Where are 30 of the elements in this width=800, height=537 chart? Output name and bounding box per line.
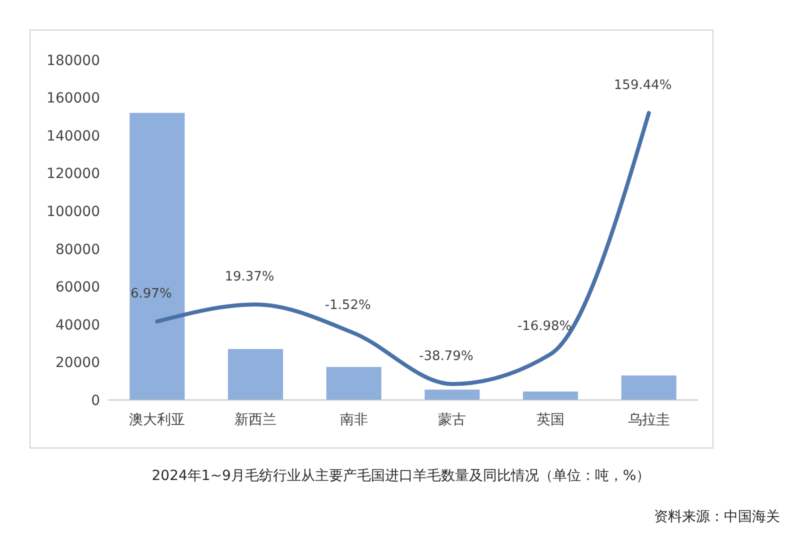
data-label: -38.79% (419, 349, 474, 364)
bar (424, 390, 480, 400)
x-tick-label: 南非 (340, 412, 368, 428)
y-tick-label: 140000 (46, 128, 100, 144)
x-tick-label: 英国 (536, 412, 564, 428)
y-tick-label: 180000 (46, 52, 100, 69)
y-tick-label: 160000 (46, 90, 100, 107)
bar (130, 112, 185, 400)
y-tick-label: 120000 (46, 166, 100, 182)
text: 2024年1~9月毛纺行业从主要产毛国进口羊毛数量及同比情况（单位：吨，%） (152, 468, 650, 484)
y-tick-label: 20000 (55, 355, 100, 372)
data-label: -16.98% (517, 319, 572, 334)
data-label: 19.37% (224, 269, 274, 284)
y-tick-label: 60000 (55, 280, 100, 296)
text: 资料来源：中国海关 (654, 509, 780, 525)
bar (326, 366, 382, 400)
x-tick-label: 乌拉圭 (628, 412, 670, 428)
y-tick-label: 0 (91, 392, 100, 409)
bar (621, 375, 676, 400)
data-label: -1.52% (324, 298, 371, 314)
data-label: 6.97% (130, 286, 172, 302)
data-label: 159.44% (614, 78, 672, 93)
y-tick-label: 100000 (46, 204, 100, 220)
bar (522, 392, 578, 400)
x-tick-label: 蒙古 (438, 412, 466, 428)
bar (228, 349, 284, 400)
x-tick-label: 澳大利亚 (129, 412, 186, 428)
y-tick-label: 80000 (55, 242, 100, 258)
x-tick-label: 新西兰 (234, 412, 276, 428)
y-tick-label: 40000 (55, 317, 100, 334)
